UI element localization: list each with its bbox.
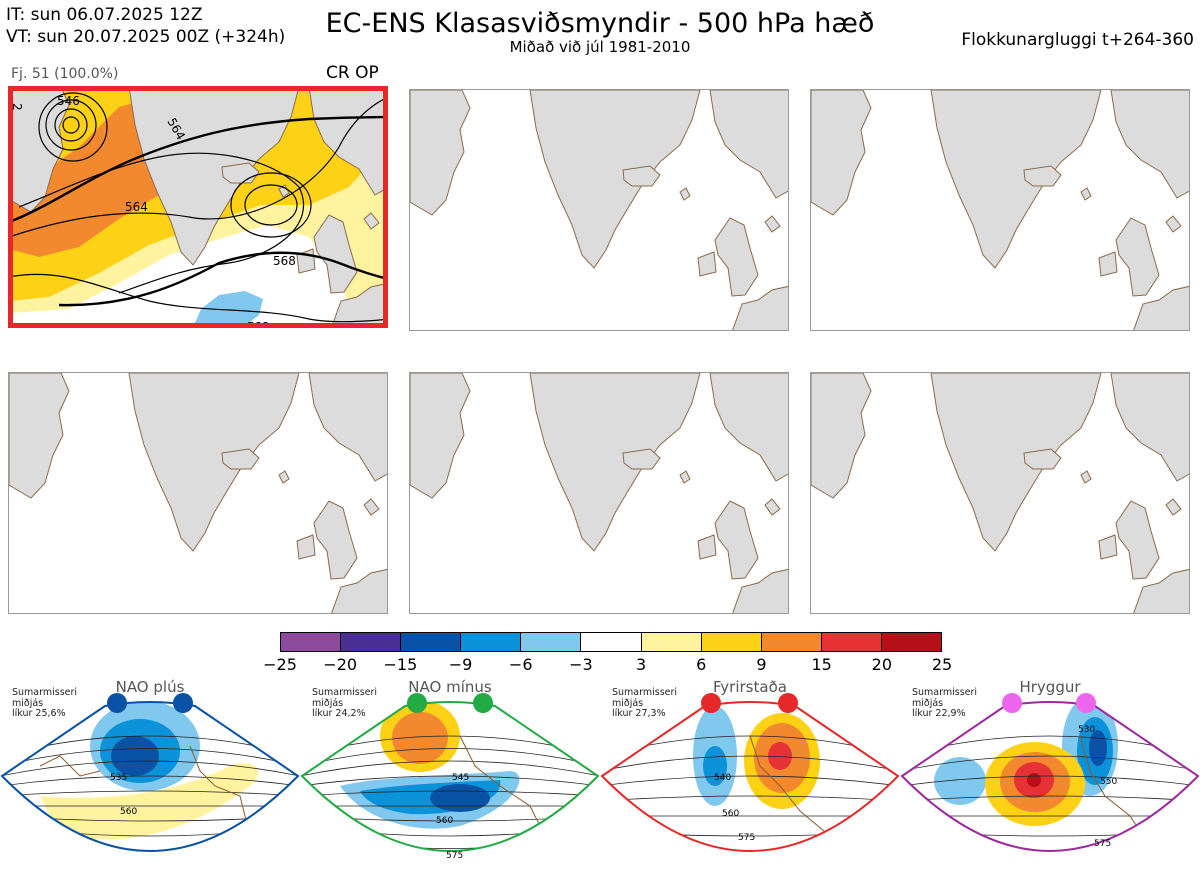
- colorbar-swatch: [401, 633, 462, 651]
- page-subtitle: Miðað við júl 1981-2010: [509, 38, 691, 56]
- cluster-map-5: [410, 373, 788, 613]
- cluster-map-6: [811, 373, 1189, 613]
- header-info: IT: sun 06.07.2025 12Z VT: sun 20.07.202…: [6, 4, 285, 48]
- colorbar-tick-label: 3: [635, 655, 647, 674]
- colorbar-tick-label: −6: [508, 655, 533, 674]
- anomaly-colorbar: [280, 632, 942, 652]
- colorbar-tick-label: −9: [448, 655, 473, 674]
- colorbar-tick-label: 15: [811, 655, 832, 674]
- colorbar-swatch: [461, 633, 522, 651]
- regime-title: NAO plús: [115, 678, 185, 696]
- page-title: EC-ENS Klasasviðsmyndir - 500 hPa hæð: [325, 8, 875, 39]
- colorbar-tick-label: 9: [756, 655, 767, 674]
- regime-season: Sumarmisseri: [312, 687, 378, 698]
- colorbar-swatch: [581, 633, 642, 651]
- regime-title: Fyrirstaða: [713, 678, 787, 696]
- cluster-panel-3[interactable]: [810, 89, 1190, 331]
- regime-title: NAO mínus: [408, 678, 492, 696]
- colorbar-swatch: [821, 633, 882, 651]
- colorbar-tick-label: 25: [931, 655, 953, 674]
- regime-panel-blocking[interactable]: 540 560 575 Fyrirstaða Sumarmisseri miðj…: [600, 676, 900, 871]
- cluster-map-1: 546 564 564 568 582 2: [13, 91, 383, 325]
- regime-label-530: 530: [1078, 725, 1095, 735]
- colorbar-swatch: [761, 633, 822, 651]
- cluster-count-label: Fj. 51 (100.0%): [11, 66, 119, 82]
- cluster-panel-2[interactable]: [409, 89, 789, 331]
- regime-map-nao-plus: 535 560: [0, 693, 300, 852]
- cluster-panel-6[interactable]: [810, 372, 1190, 614]
- regime-map-ridge: 530 550 575: [900, 693, 1200, 852]
- regime-label-575: 575: [1094, 839, 1111, 849]
- cluster-panel-5[interactable]: [409, 372, 789, 614]
- contour-label-edge: 2: [13, 103, 24, 111]
- colorbar-swatch: [881, 633, 942, 651]
- regime-panel-nao-minus[interactable]: 545 560 575 NAO mínus Sumarmisseri miðjá…: [300, 676, 600, 871]
- regime-info: Sumarmisseri miðjás líkur 24,2%: [312, 687, 378, 720]
- regime-panel-ridge[interactable]: 530 550 575 Hryggur Sumarmisseri miðjás …: [900, 676, 1200, 871]
- colorbar-swatch: [641, 633, 702, 651]
- regime-season: Sumarmisseri: [912, 687, 978, 698]
- regime-label-550: 550: [1100, 777, 1117, 787]
- cluster-map-4: [9, 373, 387, 613]
- regime-probability: líkur 27,3%: [612, 708, 666, 719]
- regime-label-535: 535: [110, 773, 127, 783]
- contour-label-546: 546: [57, 94, 80, 108]
- regime-label-545: 545: [452, 773, 469, 783]
- regime-map-blocking: 540 560 575: [600, 693, 900, 852]
- regime-title: Hryggur: [1019, 678, 1081, 696]
- colorbar-swatch: [281, 633, 342, 651]
- regime-info: Sumarmisseri miðjás líkur 27,3%: [612, 687, 678, 720]
- colorbar-swatch: [341, 633, 402, 651]
- regime-type: miðjás: [312, 697, 344, 709]
- regime-info: Sumarmisseri miðjás líkur 22,9%: [912, 687, 978, 720]
- classification-window: Flokkunargluggi t+264-360: [961, 30, 1194, 50]
- cluster-type-label: CR OP: [326, 63, 379, 83]
- valid-time: VT: sun 20.07.2025 00Z (+324h): [6, 27, 286, 47]
- colorbar-tick-label: −20: [323, 655, 358, 674]
- colorbar-tick-label: −15: [383, 655, 418, 674]
- regime-type: miðjás: [612, 697, 644, 709]
- cluster-map-3: [811, 90, 1189, 330]
- cluster-map-2: [410, 90, 788, 330]
- colorbar-tick-label: 6: [696, 655, 707, 674]
- regime-label-575: 575: [446, 851, 463, 861]
- regime-panel-nao-plus[interactable]: 535 560 NAO plús Sumarmisseri miðjás lík…: [0, 676, 300, 871]
- regime-probability: líkur 25,6%: [12, 708, 66, 719]
- regime-type: miðjás: [12, 697, 44, 709]
- regime-label-575: 575: [738, 833, 755, 843]
- regime-probability: líkur 22,9%: [912, 708, 966, 719]
- cluster-panel-1[interactable]: 546 564 564 568 582 2: [8, 86, 388, 328]
- regime-map-nao-minus: 545 560 575: [300, 693, 600, 861]
- regime-info: Sumarmisseri miðjás líkur 25,6%: [12, 687, 78, 720]
- issue-time: IT: sun 06.07.2025 12Z: [6, 5, 203, 25]
- colorbar-swatch: [521, 633, 582, 651]
- regime-label-560: 560: [722, 809, 739, 819]
- contour-label-568: 568: [273, 254, 296, 268]
- regime-season: Sumarmisseri: [12, 687, 78, 698]
- colorbar-tick-label: 20: [871, 655, 892, 674]
- contour-label-582: 582: [247, 320, 270, 325]
- regime-label-540: 540: [714, 773, 731, 783]
- regime-label-560: 560: [436, 816, 453, 826]
- colorbar-tick-label: −3: [569, 655, 593, 674]
- regime-probability: líkur 24,2%: [312, 708, 366, 719]
- regime-label-560: 560: [120, 807, 137, 817]
- regime-season: Sumarmisseri: [612, 687, 678, 698]
- cluster-panel-4[interactable]: [8, 372, 388, 614]
- colorbar-swatch: [701, 633, 762, 651]
- regime-type: miðjás: [912, 697, 944, 709]
- contour-label-564-b: 564: [125, 200, 148, 214]
- colorbar-tick-label: −25: [263, 655, 297, 674]
